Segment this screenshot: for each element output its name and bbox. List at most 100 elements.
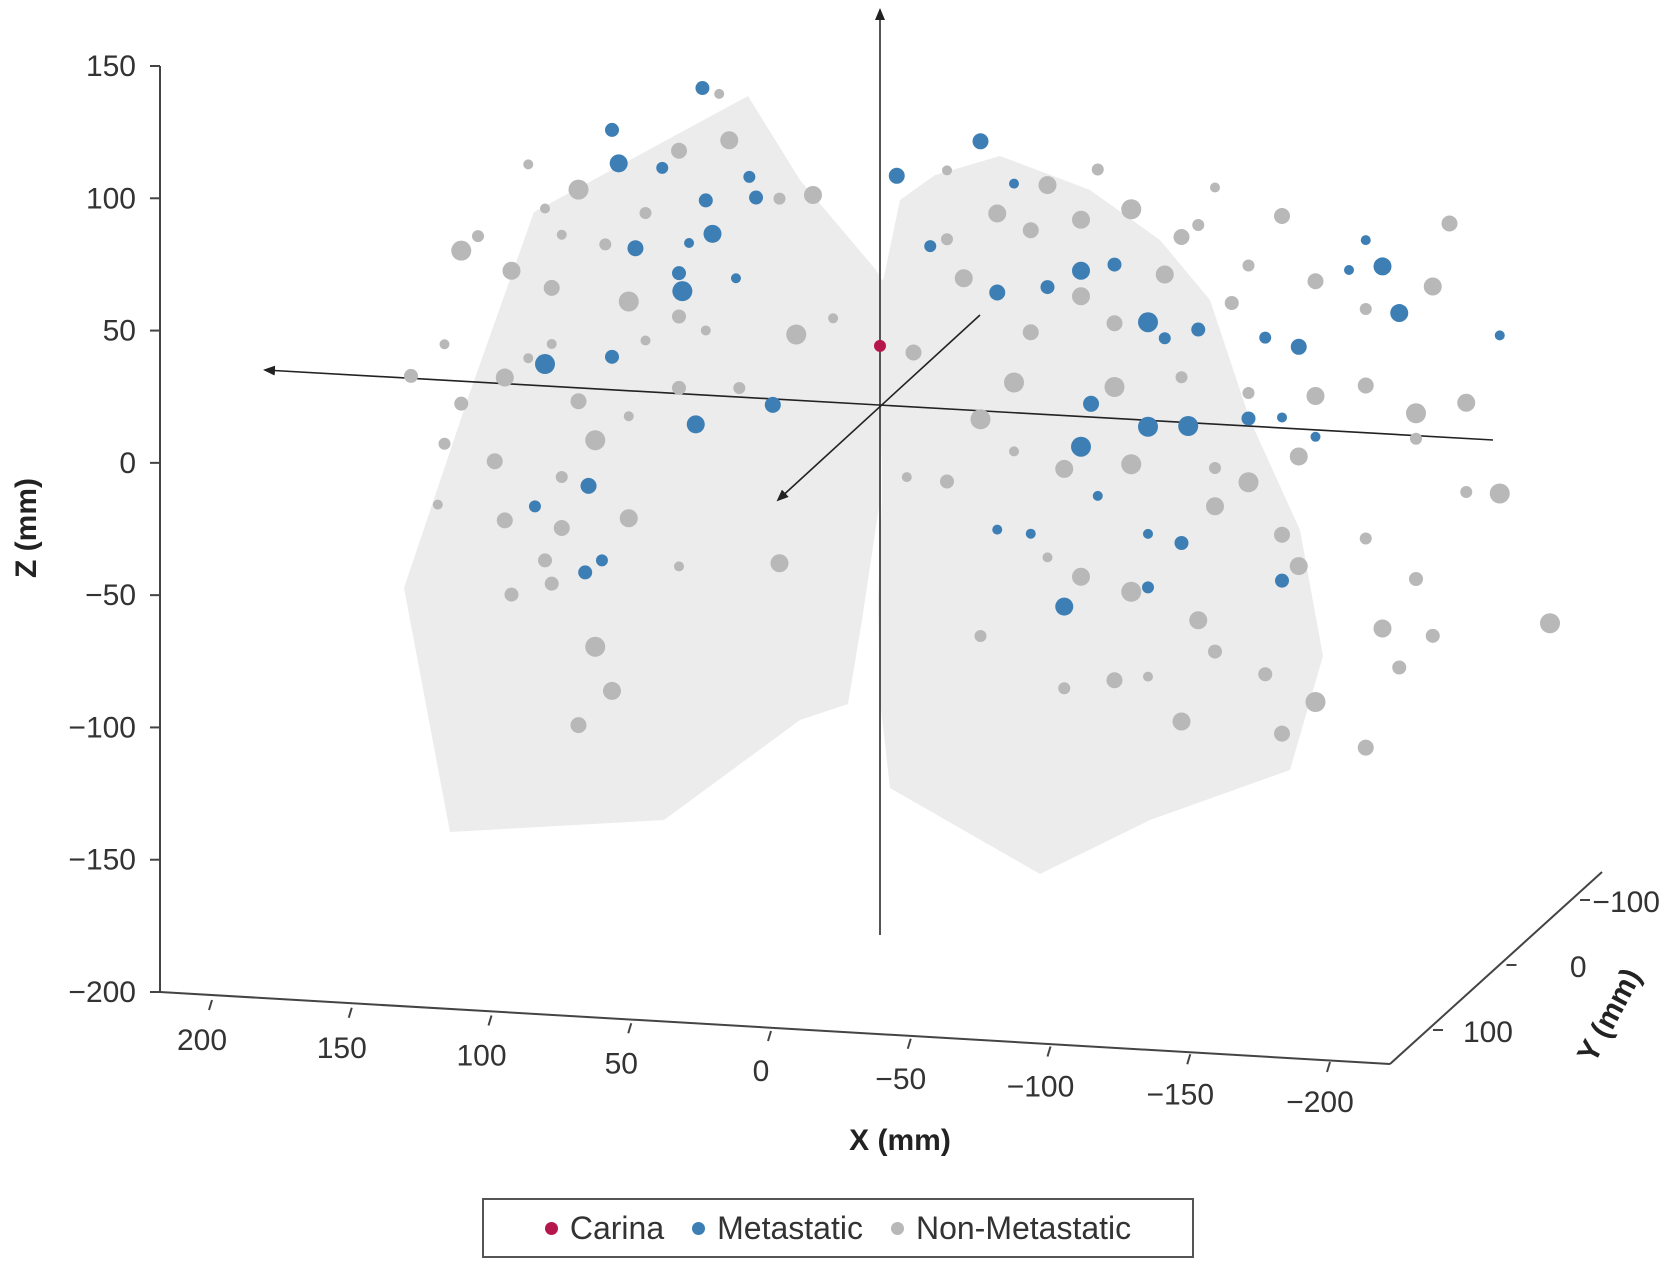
legend-marker bbox=[544, 1221, 558, 1235]
z-tick-label: −150 bbox=[68, 844, 136, 877]
non-metastatic-point bbox=[603, 681, 621, 700]
non-metastatic-point bbox=[1206, 497, 1224, 516]
non-metastatic-point bbox=[1106, 672, 1123, 689]
non-metastatic-point bbox=[585, 636, 606, 657]
non-metastatic-point bbox=[543, 279, 560, 296]
depth-reference-axis bbox=[776, 314, 981, 502]
non-metastatic-point bbox=[570, 393, 587, 410]
non-metastatic-point bbox=[1038, 176, 1057, 195]
non-metastatic-point bbox=[1305, 692, 1326, 712]
non-metastatic-point bbox=[786, 324, 807, 345]
non-metastatic-point bbox=[672, 380, 686, 395]
non-metastatic-point bbox=[1091, 163, 1104, 176]
non-metastatic-point bbox=[502, 261, 521, 280]
non-metastatic-point bbox=[1423, 277, 1442, 296]
z-axis-title: Z (mm) bbox=[10, 478, 43, 578]
metastatic-point bbox=[1259, 331, 1272, 344]
metastatic-point bbox=[578, 565, 593, 580]
metastatic-point bbox=[672, 266, 686, 281]
y-tick-label: −100 bbox=[1592, 886, 1660, 919]
non-metastatic-point bbox=[941, 233, 953, 246]
metastatic-point bbox=[749, 190, 764, 205]
non-metastatic-point bbox=[674, 561, 684, 572]
metastatic-point bbox=[888, 167, 905, 184]
non-metastatic-point bbox=[1121, 454, 1142, 475]
metastatic-point bbox=[1142, 581, 1154, 594]
non-metastatic-point bbox=[1406, 403, 1426, 424]
non-metastatic-point bbox=[954, 269, 973, 288]
non-metastatic-point bbox=[1209, 462, 1221, 474]
non-metastatic-point bbox=[1022, 324, 1039, 341]
z-tick-label: 50 bbox=[103, 315, 136, 348]
metastatic-point bbox=[1290, 338, 1307, 355]
non-metastatic-point bbox=[1274, 208, 1290, 224]
non-metastatic-point bbox=[1104, 377, 1125, 397]
x-tick-mark bbox=[767, 1030, 772, 1042]
non-metastatic-point bbox=[1121, 581, 1142, 602]
x-tick-mark bbox=[906, 1038, 912, 1050]
z-tick-label: −100 bbox=[68, 711, 136, 744]
metastatic-point bbox=[1138, 416, 1158, 437]
non-metastatic-point bbox=[472, 230, 484, 243]
metastatic-point bbox=[1083, 395, 1100, 412]
non-metastatic-point bbox=[1357, 377, 1374, 394]
legend-item: Carina bbox=[544, 1209, 665, 1247]
metastatic-point bbox=[1138, 312, 1158, 333]
non-metastatic-point bbox=[1042, 552, 1053, 563]
non-metastatic-point bbox=[1359, 303, 1372, 315]
metastatic-point bbox=[609, 154, 628, 173]
non-metastatic-point bbox=[905, 344, 922, 361]
x-tick-label: 150 bbox=[317, 1032, 367, 1065]
non-metastatic-point bbox=[618, 291, 639, 312]
metastatic-point bbox=[1072, 261, 1090, 280]
non-metastatic-point bbox=[1173, 229, 1190, 245]
legend-label: Carina bbox=[569, 1209, 665, 1246]
x-tick-label: −50 bbox=[875, 1063, 926, 1096]
z-tick-label: 100 bbox=[86, 182, 136, 215]
non-metastatic-point bbox=[432, 499, 443, 510]
metastatic-point bbox=[528, 500, 541, 513]
non-metastatic-point bbox=[439, 339, 450, 350]
non-metastatic-point bbox=[639, 207, 652, 219]
non-metastatic-point bbox=[1242, 259, 1255, 272]
non-metastatic-point bbox=[1392, 660, 1407, 675]
x-tick-label: −200 bbox=[1286, 1086, 1354, 1119]
non-metastatic-point bbox=[568, 179, 589, 200]
non-metastatic-point bbox=[1155, 265, 1174, 284]
metastatic-point bbox=[972, 133, 989, 150]
metastatic-point bbox=[686, 415, 705, 434]
metastatic-point bbox=[1310, 431, 1321, 442]
non-metastatic-point bbox=[1192, 219, 1205, 231]
metastatic-point bbox=[1055, 597, 1074, 616]
metastatic-point bbox=[605, 122, 619, 137]
non-metastatic-point bbox=[901, 472, 912, 483]
metastatic-point bbox=[535, 354, 555, 375]
metastatic-point bbox=[698, 193, 713, 208]
non-metastatic-point bbox=[828, 313, 839, 324]
metastatic-point bbox=[672, 281, 693, 302]
y-tick-label: 0 bbox=[1570, 951, 1587, 984]
non-metastatic-point bbox=[1289, 447, 1308, 466]
non-metastatic-point bbox=[1224, 296, 1239, 310]
non-metastatic-point bbox=[1208, 644, 1222, 659]
non-metastatic-point bbox=[1238, 472, 1259, 493]
metastatic-point bbox=[1360, 235, 1371, 246]
non-metastatic-point bbox=[404, 368, 418, 383]
non-metastatic-point bbox=[1274, 725, 1290, 742]
non-metastatic-point bbox=[1121, 199, 1142, 220]
metastatic-point bbox=[924, 240, 937, 253]
non-metastatic-point bbox=[1409, 572, 1423, 586]
metastatic-point bbox=[743, 170, 756, 183]
non-metastatic-point bbox=[1410, 432, 1422, 445]
non-metastatic-point bbox=[556, 229, 567, 240]
non-metastatic-point bbox=[770, 554, 789, 573]
non-metastatic-point bbox=[538, 553, 552, 568]
metastatic-point bbox=[764, 396, 781, 413]
non-metastatic-point bbox=[1058, 682, 1071, 695]
x-tick-label: 50 bbox=[605, 1047, 638, 1080]
left-lung-outline bbox=[404, 96, 886, 832]
legend-marker bbox=[890, 1221, 904, 1235]
legend-label: Non-Metastatic bbox=[915, 1209, 1132, 1246]
metastatic-point bbox=[1241, 411, 1256, 426]
